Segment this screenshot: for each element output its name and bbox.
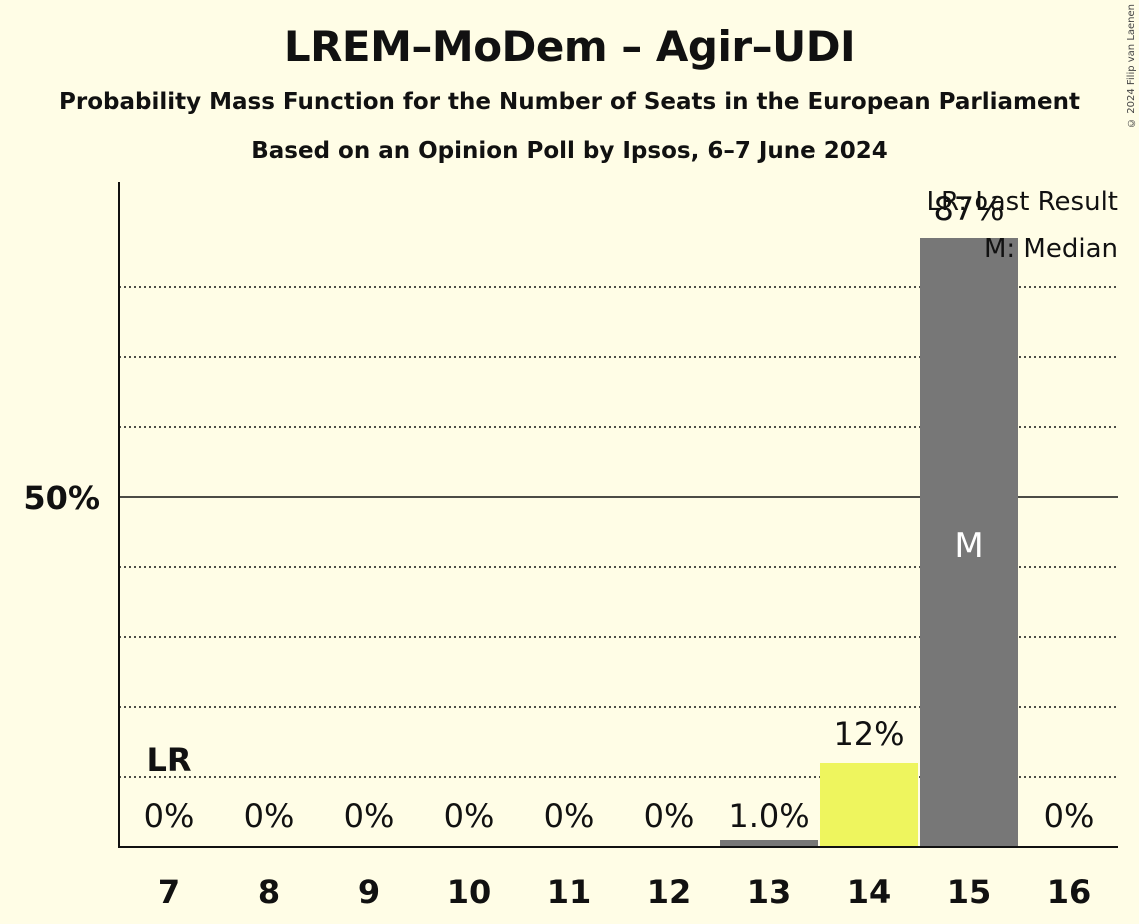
x-tick-label: 9 — [358, 873, 380, 911]
labels: 50% 7 0% LR 8 0% 9 0% 10 0% 11 0% 12 0% 13 1.0% 14 12% 15 8… — [23, 190, 1094, 911]
x-tick-label: 16 — [1047, 873, 1092, 911]
x-tick-label: 10 — [447, 873, 492, 911]
chart-subtitle: Probability Mass Function for the Number… — [59, 89, 1080, 115]
y-tick-label: 50% — [23, 479, 100, 517]
chart-source-line: Based on an Opinion Poll by Ipsos, 6–7 J… — [251, 138, 888, 164]
chart-title: LREM–MoDem – Agir–UDI — [283, 22, 856, 71]
last-result-marker: LR — [146, 741, 191, 779]
x-tick-label: 13 — [747, 873, 792, 911]
bar-14 — [820, 763, 918, 847]
value-label: 0% — [544, 797, 595, 835]
bar-15 — [920, 238, 1018, 847]
bar-13 — [720, 840, 818, 847]
bars — [720, 238, 1018, 847]
x-tick-label: 7 — [158, 873, 180, 911]
legend-last-result: LR: Last Result — [926, 187, 1118, 217]
value-label: 87% — [933, 190, 1004, 228]
x-tick-label: 12 — [647, 873, 692, 911]
value-label: 0% — [444, 797, 495, 835]
x-tick-label: 8 — [258, 873, 280, 911]
x-tick-label: 11 — [547, 873, 592, 911]
value-label: 0% — [244, 797, 295, 835]
value-label: 1.0% — [728, 797, 809, 835]
x-tick-label: 15 — [947, 873, 992, 911]
value-label: 12% — [833, 715, 904, 753]
median-marker: M — [954, 526, 983, 566]
legend-median: M: Median — [984, 234, 1118, 264]
legend: LR: Last Result M: Median — [926, 187, 1118, 264]
axes — [118, 182, 1118, 848]
value-label: 0% — [1044, 797, 1095, 835]
value-label: 0% — [644, 797, 695, 835]
value-label: 0% — [144, 797, 195, 835]
x-tick-label: 14 — [847, 873, 892, 911]
value-label: 0% — [344, 797, 395, 835]
